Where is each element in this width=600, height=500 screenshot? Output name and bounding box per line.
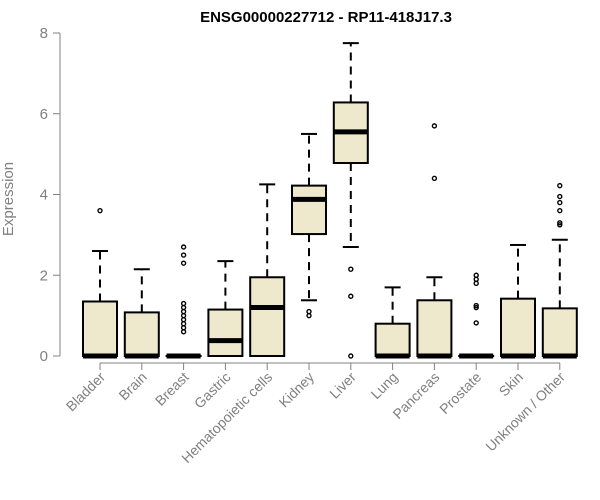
y-tick-label: 8 xyxy=(40,25,48,42)
box-body xyxy=(123,311,160,357)
box-kidney xyxy=(291,132,327,319)
box-body xyxy=(249,276,286,357)
outlier-point xyxy=(473,302,479,309)
box-body xyxy=(291,184,327,236)
outlier-point xyxy=(557,182,563,189)
outlier-point xyxy=(180,329,187,335)
box-body xyxy=(500,297,536,358)
y-axis: 0 2 4 6 8 xyxy=(40,25,61,365)
outlier-point xyxy=(473,304,479,311)
y-tick-label: 0 xyxy=(40,348,48,365)
y-axis-title: Expression xyxy=(0,162,17,236)
x-tick-label: Liver xyxy=(326,369,359,402)
y-tick-label: 4 xyxy=(40,187,48,204)
outlier-point xyxy=(431,175,438,182)
box-body xyxy=(82,300,118,357)
outlier-point xyxy=(97,207,103,214)
box-gastric xyxy=(207,260,244,358)
outlier-point xyxy=(431,123,438,129)
y-tick-label: 2 xyxy=(40,267,48,284)
x-tick-label: Unknown / Other xyxy=(482,369,568,455)
x-tick-label: Bladder xyxy=(63,369,109,415)
chart-title: ENSG00000227712 - RP11-418J17.3 xyxy=(200,9,452,26)
outlier-point xyxy=(557,220,563,226)
box-body xyxy=(207,308,244,358)
x-tick-label: Skin xyxy=(496,369,527,400)
box-skin xyxy=(500,243,536,359)
box-pancreas xyxy=(416,123,453,359)
x-tick-label: Brain xyxy=(115,369,149,403)
box-body xyxy=(416,299,453,357)
box-prostate xyxy=(458,272,495,359)
outlier-point xyxy=(557,199,563,206)
outlier-point xyxy=(306,312,312,319)
outlier-point xyxy=(348,293,354,299)
box-lung xyxy=(374,286,411,359)
outlier-point xyxy=(557,207,563,214)
x-tick-label: Lung xyxy=(367,369,400,402)
outlier-point xyxy=(180,252,187,258)
box-breast xyxy=(165,244,202,359)
box-body xyxy=(541,307,578,358)
x-tick-label: Prostate xyxy=(436,369,484,417)
box-hematopoietic-cells xyxy=(249,183,286,357)
x-tick-label: Kidney xyxy=(276,369,318,411)
outlier-point xyxy=(557,222,563,228)
outlier-point xyxy=(557,193,563,200)
outlier-point xyxy=(348,266,354,272)
outlier-point xyxy=(473,320,479,326)
box-brain xyxy=(123,268,160,359)
box-unknown-other xyxy=(541,182,578,359)
box-series xyxy=(82,42,578,359)
box-body xyxy=(374,322,411,358)
outlier-point xyxy=(180,244,187,250)
outlier-point xyxy=(473,280,479,287)
box-liver xyxy=(332,42,369,359)
box-bladder xyxy=(82,207,118,359)
y-tick-label: 6 xyxy=(40,106,48,123)
x-tick-label: Breast xyxy=(152,369,192,409)
outlier-point xyxy=(180,260,187,266)
outlier-point xyxy=(348,353,354,359)
